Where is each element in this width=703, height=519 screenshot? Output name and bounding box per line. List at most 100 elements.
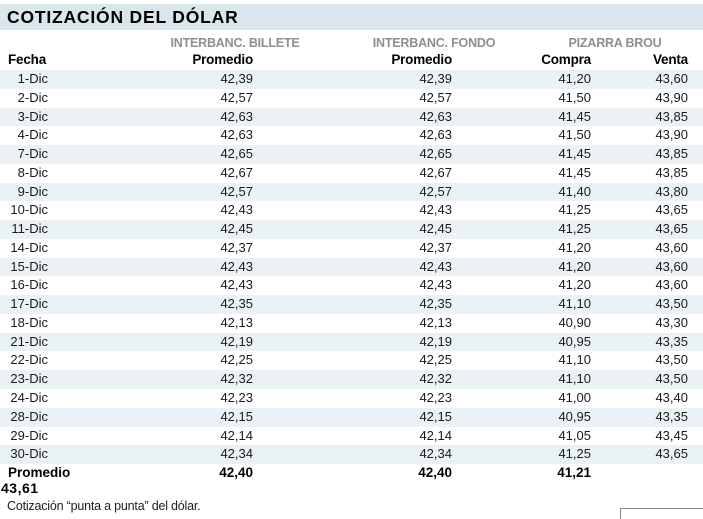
cell-fondo-promedio: 42,15 [419, 408, 452, 424]
cell-compra: 40,90 [558, 314, 591, 330]
group-header-interbanc-billete: INTERBANC. BILLETE [170, 36, 300, 50]
cell-billete-promedio: 42,57 [220, 89, 253, 105]
cell-fecha: 7-Dic [17, 146, 48, 162]
cell-fecha: 8-Dic [17, 164, 48, 180]
table-row: 3-Dic 42,63 42,63 41,45 43,85 [0, 107, 703, 127]
table-row: 14-Dic 42,37 42,37 41,20 43,60 [0, 239, 703, 258]
cell-venta: 43,90 [655, 127, 688, 143]
column-header-promedio-fondo: Promedio [391, 52, 452, 67]
cell-fecha: 17-Dic [10, 296, 48, 312]
cell-fecha: 11-Dic [11, 221, 48, 237]
cell-billete-promedio: 42,14 [220, 427, 253, 443]
cell-fondo-promedio: 42,45 [419, 221, 452, 237]
cell-venta: 43,60 [655, 277, 688, 293]
cell-fondo-promedio: 42,57 [419, 89, 452, 105]
cell-billete-promedio: 42,63 [220, 108, 253, 124]
cell-compra: 41,45 [558, 146, 591, 162]
cell-venta: 43,50 [655, 296, 688, 312]
cell-billete-promedio: 42,15 [220, 408, 253, 424]
cell-compra: 41,05 [558, 427, 591, 443]
table-row: 28-Dic 42,15 42,15 40,95 43,35 [0, 407, 703, 427]
cell-fecha: 28-Dic [10, 408, 48, 424]
cell-fecha: 10-Dic [10, 202, 48, 218]
cell-fecha: 18-Dic [10, 314, 48, 330]
cell-fondo-promedio: 42,63 [419, 108, 452, 124]
table-row: 17-Dic 42,35 42,35 41,10 43,50 [0, 295, 703, 314]
cell-compra: 40,95 [558, 408, 591, 424]
cell-fondo-promedio: 42,23 [419, 390, 452, 406]
cell-fecha: 29-Dic [10, 427, 48, 443]
cell-fondo-promedio: 42,63 [419, 127, 452, 143]
cell-compra: 41,50 [558, 127, 591, 143]
cell-fecha: 30-Dic [10, 446, 48, 462]
cell-compra: 41,50 [558, 89, 591, 105]
cell-billete-promedio: 42,13 [220, 314, 253, 330]
column-header-promedio-billete: Promedio [192, 52, 253, 67]
cell-fecha: 3-Dic [17, 108, 48, 124]
cell-billete-promedio: 42,35 [220, 296, 253, 312]
cell-fecha: 15-Dic [10, 258, 48, 274]
partial-frame-corner [620, 508, 703, 519]
table-row: 11-Dic 42,45 42,45 41,25 43,65 [0, 220, 703, 239]
cell-compra: 41,20 [558, 277, 591, 293]
table-row: 15-Dic 42,43 42,43 41,20 43,60 [0, 257, 703, 277]
cell-venta: 43,35 [655, 408, 688, 424]
page-title: COTIZACIÓN DEL DÓLAR [7, 7, 239, 27]
cell-fondo-promedio: 42,32 [419, 371, 452, 387]
cell-compra: 41,25 [558, 202, 591, 218]
cell-venta: 43,65 [655, 221, 688, 237]
cell-compra: 41,45 [558, 108, 591, 124]
cell-fondo-promedio: 42,65 [419, 146, 452, 162]
table-row: 16-Dic 42,43 42,43 41,20 43,60 [0, 276, 703, 295]
cell-venta: 43,60 [655, 258, 688, 274]
table-row: 30-Dic 42,34 42,34 41,25 43,65 [0, 445, 703, 465]
column-header-fecha: Fecha [8, 52, 47, 67]
cell-billete-promedio: 42,23 [220, 390, 253, 406]
column-header-venta: Venta [652, 52, 688, 67]
cell-fondo-promedio: 42,13 [419, 314, 452, 330]
cell-compra: 41,00 [558, 390, 591, 406]
summary-label: Promedio [8, 465, 71, 481]
table-body: 1-Dic 42,39 42,39 41,20 43,60 2-Dic 42,5… [0, 70, 703, 465]
cell-venta: 43,85 [655, 146, 688, 162]
cell-venta: 43,35 [655, 333, 688, 349]
cell-fecha: 24-Dic [10, 390, 48, 406]
title-bar: COTIZACIÓN DEL DÓLAR [0, 4, 703, 30]
table-row: 10-Dic 42,43 42,43 41,25 43,65 [0, 201, 703, 220]
column-header-row: Fecha Promedio Promedio Compra Venta [0, 51, 703, 68]
group-header-pizarra-brou: PIZARRA BROU [568, 36, 662, 50]
summary-fondo-promedio: 42,40 [418, 465, 452, 481]
cell-fondo-promedio: 42,39 [419, 71, 452, 86]
cell-venta: 43,90 [655, 89, 688, 105]
cell-billete-promedio: 42,37 [220, 239, 253, 255]
cell-billete-promedio: 42,45 [220, 221, 253, 237]
table-row: 23-Dic 42,32 42,32 41,10 43,50 [0, 370, 703, 390]
cell-fondo-promedio: 42,43 [419, 258, 452, 274]
cell-fondo-promedio: 42,35 [419, 296, 452, 312]
cell-fondo-promedio: 42,37 [419, 239, 452, 255]
cell-billete-promedio: 42,63 [220, 127, 253, 143]
cell-compra: 41,10 [558, 352, 591, 368]
cell-fecha: 1-Dic [17, 71, 48, 86]
cell-fondo-promedio: 42,19 [419, 333, 452, 349]
cell-venta: 43,45 [655, 427, 688, 443]
group-header-interbanc-fondo: INTERBANC. FONDO [372, 36, 496, 50]
cell-fecha: 2-Dic [17, 89, 48, 105]
cell-fondo-promedio: 42,34 [419, 446, 452, 462]
cell-venta: 43,85 [655, 108, 688, 124]
table-row: 2-Dic 42,57 42,57 41,50 43,90 [0, 89, 703, 108]
cell-billete-promedio: 42,25 [220, 352, 253, 368]
table-row: 8-Dic 42,67 42,67 41,45 43,85 [0, 164, 703, 183]
cell-venta: 43,65 [655, 202, 688, 218]
cell-billete-promedio: 42,39 [220, 71, 253, 86]
table-row: 9-Dic 42,57 42,57 41,40 43,80 [0, 182, 703, 202]
cell-billete-promedio: 42,65 [220, 146, 253, 162]
cell-compra: 41,25 [558, 221, 591, 237]
table-row: 7-Dic 42,65 42,65 41,45 43,85 [0, 145, 703, 164]
cell-venta: 43,65 [655, 446, 688, 462]
cell-billete-promedio: 42,19 [220, 333, 253, 349]
cell-venta: 43,50 [655, 371, 688, 387]
cell-billete-promedio: 42,43 [220, 202, 253, 218]
cell-venta: 43,60 [655, 239, 688, 255]
summary-venta-empty [591, 464, 688, 482]
